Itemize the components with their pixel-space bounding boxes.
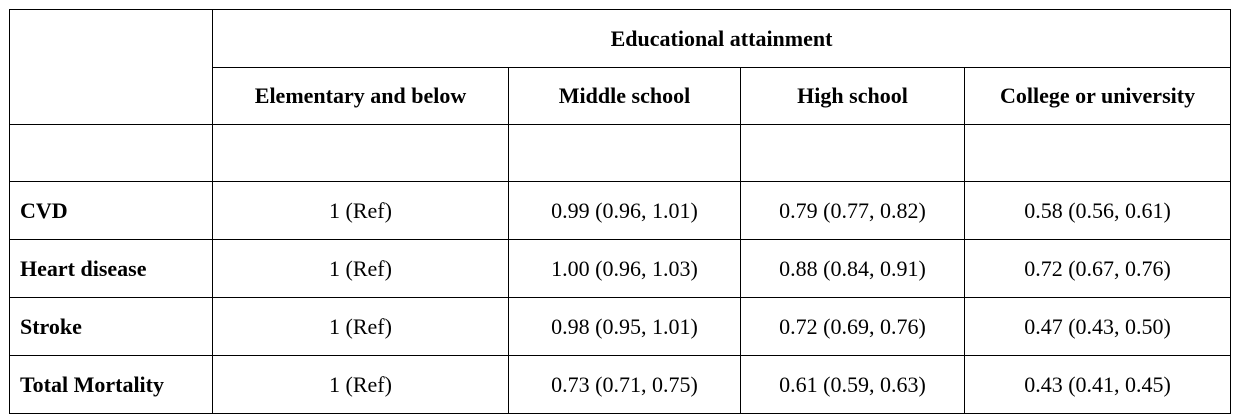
group-header-educational-attainment: Educational attainment xyxy=(211,9,1232,68)
results-table: Educational attainment Elementary and be… xyxy=(9,9,1232,414)
table-cell: 0.99 (0.96, 1.01) xyxy=(508,181,741,240)
column-header-elementary: Elementary and below xyxy=(212,67,509,125)
table-cell: 1 (Ref) xyxy=(212,355,509,414)
spacer-cell xyxy=(740,124,965,182)
table-cell: 0.88 (0.84, 0.91) xyxy=(740,239,965,298)
table-row-total-mortality: Total Mortality 1 (Ref) 0.73 (0.71, 0.75… xyxy=(9,355,1232,414)
spacer-row xyxy=(9,124,1232,182)
table-cell: 0.79 (0.77, 0.82) xyxy=(740,181,965,240)
spacer-cell xyxy=(9,124,213,182)
spacer-cell xyxy=(212,124,509,182)
spacer-cell xyxy=(508,124,741,182)
table-cell: 1.00 (0.96, 1.03) xyxy=(508,239,741,298)
row-label: Total Mortality xyxy=(9,355,213,414)
column-header-high-school: High school xyxy=(740,67,965,125)
table-cell: 0.61 (0.59, 0.63) xyxy=(740,355,965,414)
table-cell: 0.58 (0.56, 0.61) xyxy=(963,181,1232,240)
table-cell: 1 (Ref) xyxy=(212,181,509,240)
table-cell: 1 (Ref) xyxy=(212,239,509,298)
table-row-cvd: CVD 1 (Ref) 0.99 (0.96, 1.01) 0.79 (0.77… xyxy=(9,181,1232,240)
table-cell: 1 (Ref) xyxy=(212,297,509,356)
group-header-row: Educational attainment xyxy=(9,9,1232,125)
row-label: Heart disease xyxy=(9,239,213,298)
spacer-cell xyxy=(963,124,1232,182)
row-label: CVD xyxy=(9,181,213,240)
table-cell: 0.72 (0.67, 0.76) xyxy=(963,239,1232,298)
table-cell: 0.43 (0.41, 0.45) xyxy=(963,355,1232,414)
table-row-heart-disease: Heart disease 1 (Ref) 1.00 (0.96, 1.03) … xyxy=(9,239,1232,298)
column-header-college: College or university xyxy=(963,67,1232,125)
table-row-stroke: Stroke 1 (Ref) 0.98 (0.95, 1.01) 0.72 (0… xyxy=(9,297,1232,356)
table-cell: 0.72 (0.69, 0.76) xyxy=(740,297,965,356)
row-label: Stroke xyxy=(9,297,213,356)
table-cell: 0.98 (0.95, 1.01) xyxy=(508,297,741,356)
corner-cell xyxy=(9,9,213,125)
column-header-middle-school: Middle school xyxy=(508,67,741,125)
table-cell: 0.73 (0.71, 0.75) xyxy=(508,355,741,414)
table-cell: 0.47 (0.43, 0.50) xyxy=(963,297,1232,356)
